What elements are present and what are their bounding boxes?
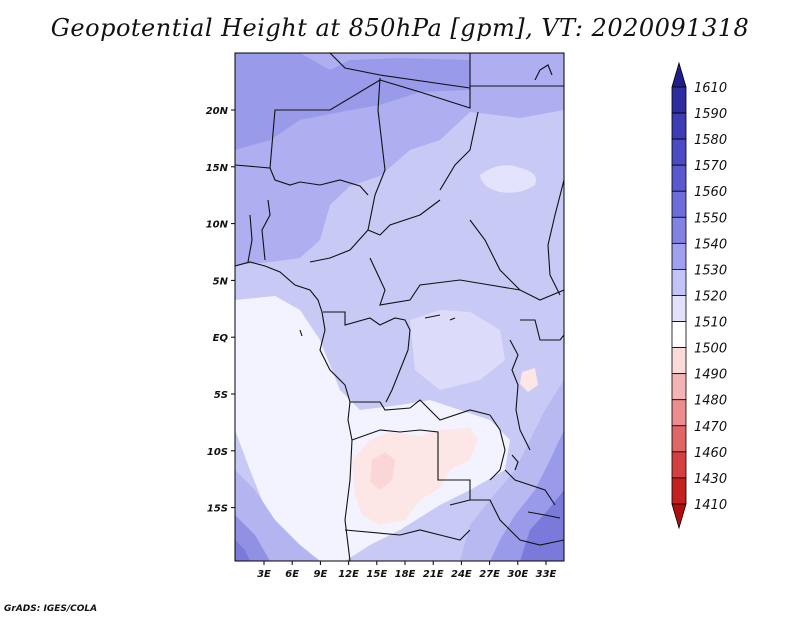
credit-label: GrADS: IGES/COLA [4,604,98,614]
border-namibia-botswana [344,529,471,541]
x-tick-label: 21E [423,569,444,580]
x-axis-ticks: 3E 6E 9E 12E 15E 18E 21E 24E 27E 30E 33E [257,561,557,580]
field-1500-1510-east [520,368,538,392]
colorbar-label: 1570 [694,159,727,174]
colorbar-box [671,477,687,505]
border-car-congo [369,257,564,306]
border-uganda-kenya [520,319,564,341]
border-niger-chad [309,77,386,263]
colorbar-box [671,347,687,375]
border-chad-car [367,199,441,236]
y-tick-label: 10S [207,447,228,458]
border-chad-sudan [439,111,479,191]
field-1500-1510 [352,428,478,525]
contour-field [235,53,564,561]
colorbar-box [671,321,687,349]
x-tick-label: 27E [479,569,500,580]
field-1520-1530-ne [480,165,536,193]
colorbar-label: 1540 [694,237,727,252]
y-tick-label: 15N [206,163,229,174]
colorbar-box [671,138,687,166]
field-1550-1560-nw [235,53,470,150]
colorbar-label: 1580 [694,133,727,148]
border-botswana-south [470,499,564,546]
x-tick-label: 3E [257,569,271,580]
country-borders [235,53,564,561]
colorbar-box [671,190,687,218]
colorbar: 1610 1590 1580 1570 1560 1550 1540 1530 1520 1510… [671,61,727,530]
border-drc-angola [350,399,491,421]
colorbar-label: 1480 [694,394,727,409]
y-tick-label: 20N [206,106,229,117]
x-tick-label: 30E [507,569,528,580]
island-bioko [299,329,303,337]
field-1550-1560-sw [235,540,250,561]
colorbar-box [671,269,687,296]
colorbar-label: 1490 [694,368,727,383]
border-car-south-sudan [469,219,521,291]
colorbar-box [671,216,687,244]
x-tick-label: 24E [451,569,472,580]
border-angola-zambia [351,429,471,506]
colorbar-label: 1460 [694,446,727,461]
x-tick-label: 12E [338,569,359,580]
map-frame [234,52,565,562]
border-mozambique [527,511,561,519]
colorbar-label: 1590 [694,107,727,122]
y-axis-ticks: 20N 15N 10N 5N EQ 5S 10S 15S [206,106,235,515]
border-togo [247,214,253,263]
colorbar-box [671,399,687,427]
colorbar-label: 1530 [694,263,727,278]
colorbar-label: 1410 [694,498,727,513]
border-sudan-ethiopia [547,179,564,296]
colorbar-label: 1500 [694,342,727,357]
colorbar-box [671,242,687,270]
coastline-red-sea [534,64,553,81]
field-1510-1520 [235,296,510,561]
colorbar-top-arrow [671,61,687,88]
border-drc-zambia [489,414,506,481]
colorbar-bottom-arrow [671,503,687,530]
colorbar-box [671,425,687,453]
field-1520-1530-central [410,310,505,390]
y-tick-label: 15S [207,504,228,515]
border-algeria-niger [329,53,471,89]
colorbar-label: 1560 [694,185,727,200]
colorbar-label: 1430 [694,472,727,487]
colorbar-label: 1550 [694,211,727,226]
y-tick-label: 10N [206,220,229,231]
colorbar-box [671,295,687,322]
colorbar-box [671,164,687,192]
border-zambia-zimbabwe [504,469,556,506]
chart-title: Geopotential Height at 850hPa [gpm], VT:… [50,14,750,42]
border-gabon-congo [323,311,411,403]
border-niger-nigeria [269,167,369,196]
colorbar-label: 1470 [694,420,727,435]
x-tick-label: 33E [536,569,557,580]
colorbar-box [671,451,687,479]
x-tick-label: 18E [395,569,416,580]
colorbar-box [671,112,687,140]
border-sahel-north [235,53,471,169]
x-tick-label: 6E [285,569,299,580]
border-lake-tanganyika [509,339,531,451]
colorbar-box [671,373,687,401]
lake-malawi [511,454,519,471]
west-coastline [235,261,353,561]
y-tick-label: 5N [213,276,229,287]
x-tick-label: 9E [314,569,328,580]
field-1490-1500 [370,452,395,490]
colorbar-label: 1510 [694,316,727,331]
y-tick-label: EQ [213,333,229,344]
x-tick-label: 15E [366,569,387,580]
lake-outline [424,314,456,321]
colorbar-box [671,86,687,114]
border-benin [261,199,271,261]
y-tick-label: 5S [214,390,228,401]
colorbar-label: 1610 [694,81,727,96]
colorbar-label: 1520 [694,289,727,304]
